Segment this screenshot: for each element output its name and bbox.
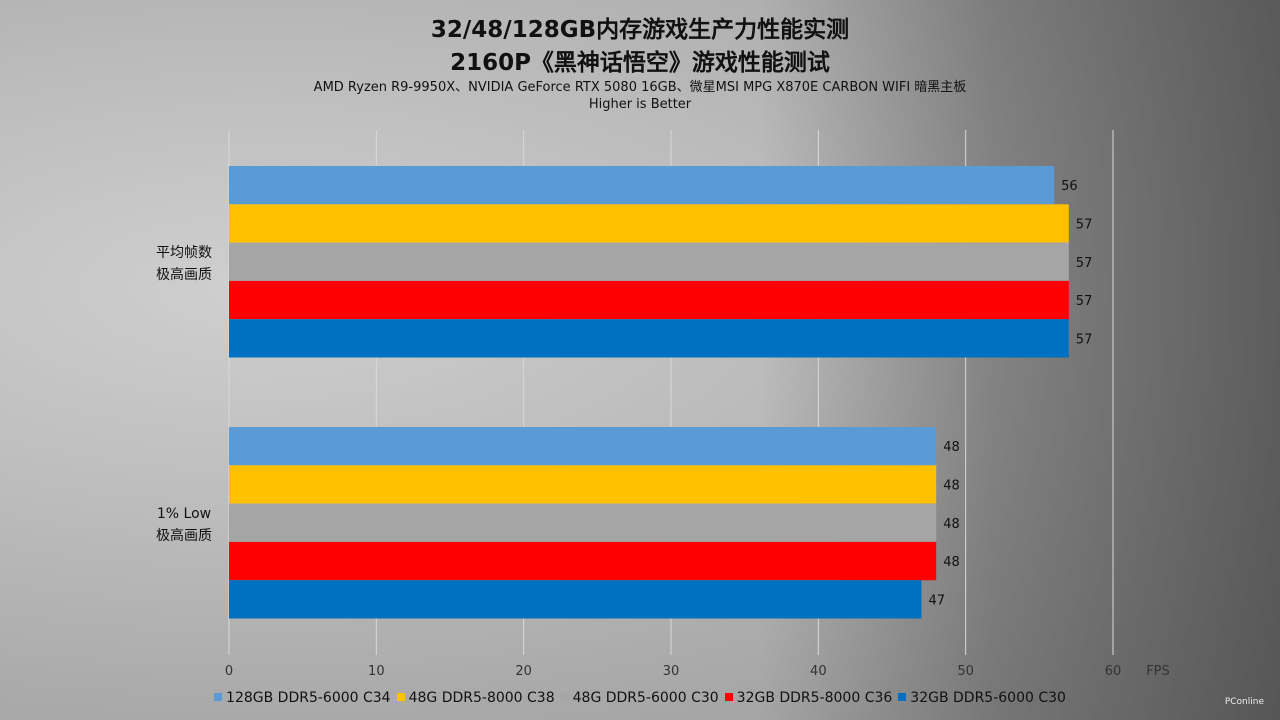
chart-subtitle: 2160P《黑神话悟空》游戏性能测试 [450,50,830,76]
bar [229,427,937,466]
bar [229,280,1069,320]
legend-item: 128GB DDR5-6000 C34 [214,690,391,706]
bar [229,465,937,504]
chart-legend: 128GB DDR5-6000 C34 48G DDR5-8000 C38 48G … [0,690,1280,706]
legend-label: 32GB DDR5-6000 C30 [910,690,1066,706]
legend-label: 48G DDR5-8000 C38 [408,690,555,706]
data-label: 57 [1076,256,1093,271]
data-label: 47 [928,593,945,608]
bar [229,319,1069,358]
watermark-logo: PConline [1224,697,1264,707]
x-tick-label: 40 [810,664,827,679]
legend-item: 32GB DDR5-8000 C36 [724,690,893,706]
category-label: 平均帧数 [156,245,212,261]
x-tick-label: 20 [515,664,532,679]
data-label: 48 [943,478,960,493]
x-tick-label: 50 [957,664,974,679]
legend-swatch [396,693,405,701]
x-tick-label: 60 [1105,664,1122,679]
legend-item: 32GB DDR5-6000 C30 [898,690,1066,706]
x-tick-label: 10 [368,664,385,679]
legend-swatch [724,693,733,701]
bar [229,503,937,542]
bar [229,242,1069,281]
x-axis-label: FPS [1146,664,1170,679]
legend-item: 48G DDR5-8000 C38 [396,690,555,706]
legend-label: 48G DDR5-6000 C30 [572,690,719,706]
legend-item: 48G DDR5-6000 C30 [560,690,719,706]
legend-swatch [214,693,223,701]
data-label: 57 [1076,217,1093,232]
bar [229,580,922,619]
bar [229,166,1055,205]
data-label: 48 [943,440,960,455]
bar [229,204,1069,243]
data-label: 56 [1061,179,1078,194]
legend-label: 32GB DDR5-8000 C36 [736,690,893,706]
higher-is-better-note: Higher is Better [588,97,692,112]
category-label: 1% Low [157,506,211,522]
x-tick-label: 0 [225,664,233,679]
chart-title: 32/48/128GB内存游戏生产力性能实测 [430,17,850,43]
data-label: 48 [943,555,960,570]
data-label: 48 [943,517,960,532]
test-config-note: AMD Ryzen R9-9950X、NVIDIA GeForce RTX 50… [313,80,967,95]
category-label: 极高画质 [156,266,212,283]
category-label: 极高画质 [156,527,212,544]
legend-label: 128GB DDR5-6000 C34 [226,690,391,706]
data-label: 57 [1076,332,1093,347]
x-tick-label: 30 [663,664,680,679]
data-label: 57 [1076,294,1093,309]
legend-swatch [560,693,569,701]
bar [229,541,937,581]
legend-swatch [898,693,907,701]
